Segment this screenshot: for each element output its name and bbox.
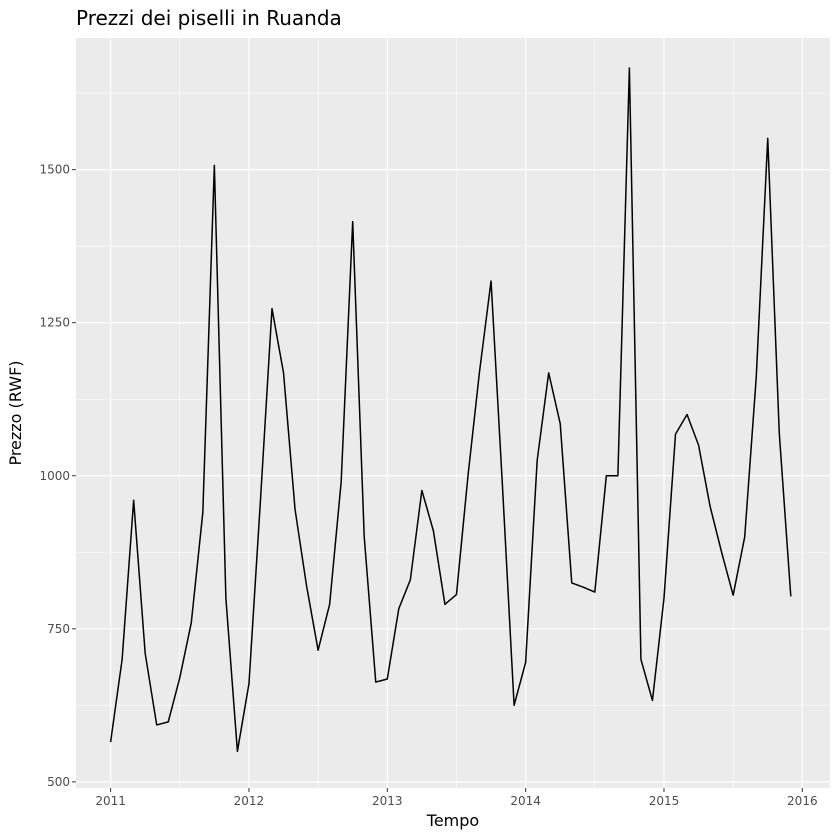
y-axis-title: Prezzo (RWF) (6, 360, 25, 465)
chart-title: Prezzi dei piselli in Ruanda (76, 6, 342, 30)
series-line (109, 67, 792, 753)
x-tick-label: 2013 (372, 794, 403, 808)
x-tick-label: 2011 (95, 794, 126, 808)
x-tick-label: 2012 (234, 794, 265, 808)
y-tick-label: 750 (47, 622, 70, 636)
y-axis-ticks: 500 750 1000 1250 1500 (39, 163, 76, 789)
y-tick-label: 1000 (39, 469, 70, 483)
x-axis-ticks: 2011 2012 2013 2014 2015 2016 (95, 788, 818, 808)
x-tick-label: 2014 (510, 794, 541, 808)
x-tick-label: 2015 (649, 794, 680, 808)
plot-panel (76, 38, 830, 788)
x-tick-label: 2016 (787, 794, 818, 808)
y-tick-label: 500 (47, 775, 70, 789)
y-tick-label: 1500 (39, 163, 70, 177)
x-axis-title: Tempo (426, 811, 479, 830)
y-tick-label: 1250 (39, 316, 70, 330)
